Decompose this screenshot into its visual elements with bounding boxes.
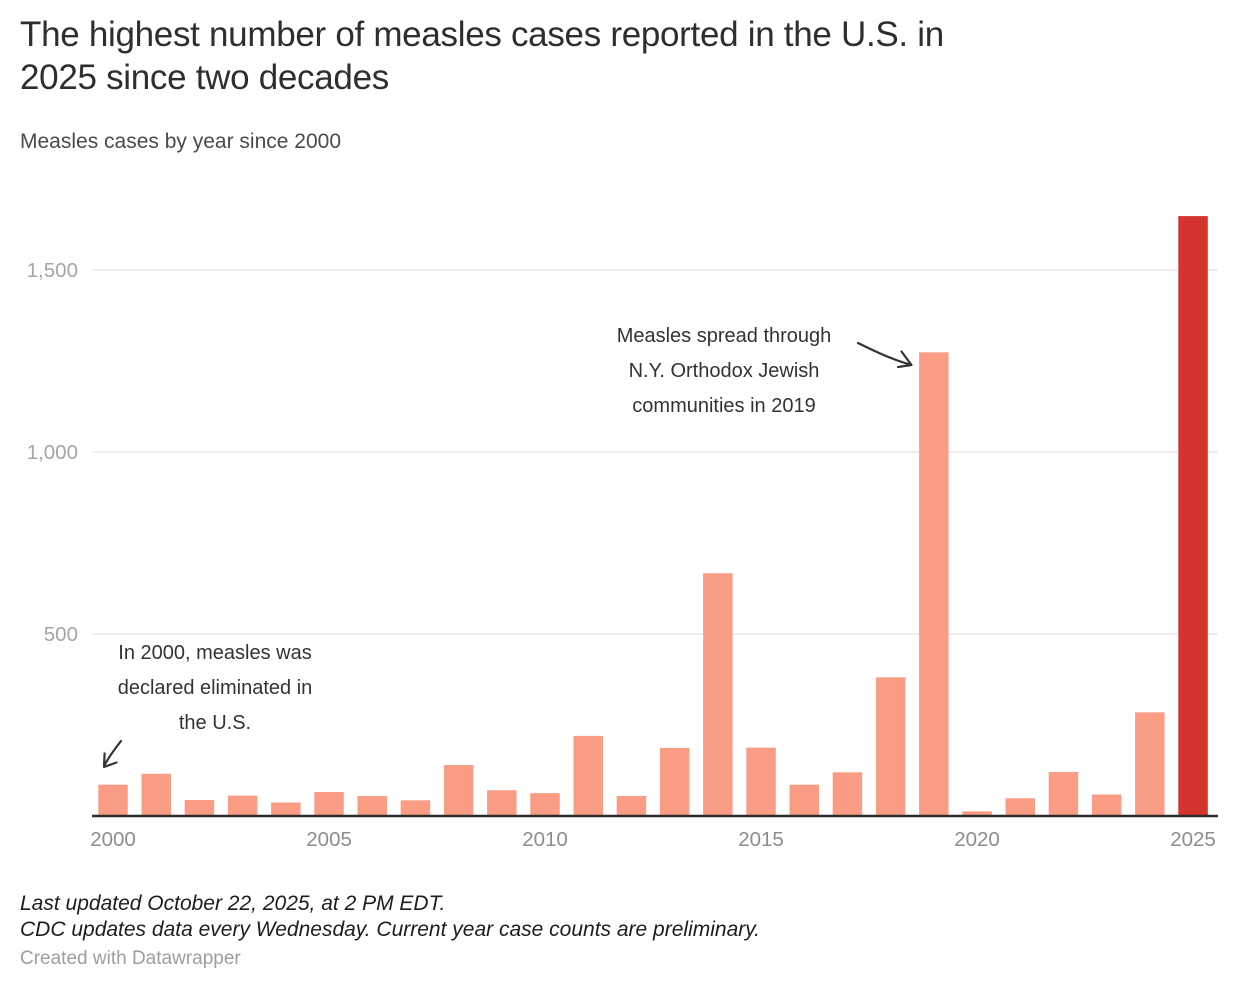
bar-2016[interactable] — [789, 784, 820, 816]
bar-2001[interactable] — [141, 773, 172, 816]
bar-2011[interactable] — [573, 735, 604, 816]
bar-2025[interactable] — [1178, 216, 1208, 817]
annotation-2019-line-2: N.Y. Orthodox Jewish — [628, 360, 820, 382]
gridlines — [92, 269, 1218, 635]
page-title: The highest number of measles cases repo… — [20, 13, 1230, 99]
update-frequency-note: CDC updates data every Wednesday. Curren… — [20, 918, 761, 941]
x-tick-label-2025: 2025 — [1170, 828, 1216, 851]
annotation-2000-line-1: In 2000, measles was — [118, 642, 312, 664]
bar-2020[interactable] — [962, 811, 992, 816]
bar-2000[interactable] — [98, 784, 128, 816]
bar-2004[interactable] — [271, 802, 301, 817]
bar-2023[interactable] — [1091, 794, 1122, 817]
annotation-arrows — [102, 341, 913, 769]
bar-2018[interactable] — [875, 677, 906, 816]
bar-2007[interactable] — [400, 800, 431, 816]
bar-chart: 500 1,000 1,500 2000 2005 2010 2015 2020 2025 — [27, 216, 1218, 851]
y-tick-label-1500: 1,500 — [27, 259, 78, 282]
datawrapper-credit-link[interactable]: Created with Datawrapper — [20, 948, 241, 969]
y-tick-label-500: 500 — [44, 623, 78, 646]
bar-2014[interactable] — [703, 573, 733, 816]
bar-2015[interactable] — [746, 747, 776, 816]
bar-2002[interactable] — [184, 800, 215, 816]
x-tick-label-2010: 2010 — [522, 828, 568, 851]
annotation-2019: Measles spread through N.Y. Orthodox Jew… — [568, 319, 880, 424]
bar-2009[interactable] — [487, 790, 517, 816]
x-tick-label-2020: 2020 — [954, 828, 1000, 851]
bar-2005[interactable] — [314, 792, 344, 816]
annotation-2000-line-3: the U.S. — [178, 712, 252, 734]
x-tick-label-2015: 2015 — [738, 828, 784, 851]
bar-2012[interactable] — [616, 796, 647, 816]
bar-2021[interactable] — [1005, 798, 1036, 816]
arrow-to-2000-bar-icon — [102, 739, 123, 769]
bar-2024[interactable] — [1135, 712, 1165, 816]
bar-2019[interactable] — [919, 352, 949, 816]
bar-2022[interactable] — [1048, 772, 1079, 816]
bar-2013[interactable] — [659, 747, 690, 816]
x-tick-label-2005: 2005 — [306, 828, 352, 851]
bar-2008[interactable] — [443, 765, 474, 816]
annotation-2000-line-2: declared eliminated in — [117, 677, 313, 699]
y-tick-label-1000: 1,000 — [27, 441, 78, 464]
y-axis-labels: 500 1,000 1,500 — [27, 259, 78, 646]
bar-2006[interactable] — [357, 796, 388, 816]
x-tick-label-2000: 2000 — [90, 828, 136, 851]
annotation-2019-line-1: Measles spread through — [616, 325, 832, 347]
bar-series — [98, 216, 1208, 817]
x-axis-labels: 2000 2005 2010 2015 2020 2025 — [90, 828, 1216, 851]
bar-2017[interactable] — [832, 772, 863, 816]
page-title-line-1: The highest number of measles cases repo… — [20, 15, 944, 54]
page-title-line-2: 2025 since two decades — [20, 58, 389, 97]
annotation-2000: In 2000, measles was declared eliminated… — [74, 636, 356, 741]
last-updated-note: Last updated October 22, 2025, at 2 PM E… — [20, 892, 446, 915]
bar-2003[interactable] — [227, 795, 258, 816]
arrow-to-2019-bar-icon — [856, 341, 913, 369]
annotation-2019-line-3: communities in 2019 — [632, 395, 816, 417]
chart-subtitle: Measles cases by year since 2000 — [20, 130, 341, 153]
bar-2010[interactable] — [530, 793, 560, 816]
